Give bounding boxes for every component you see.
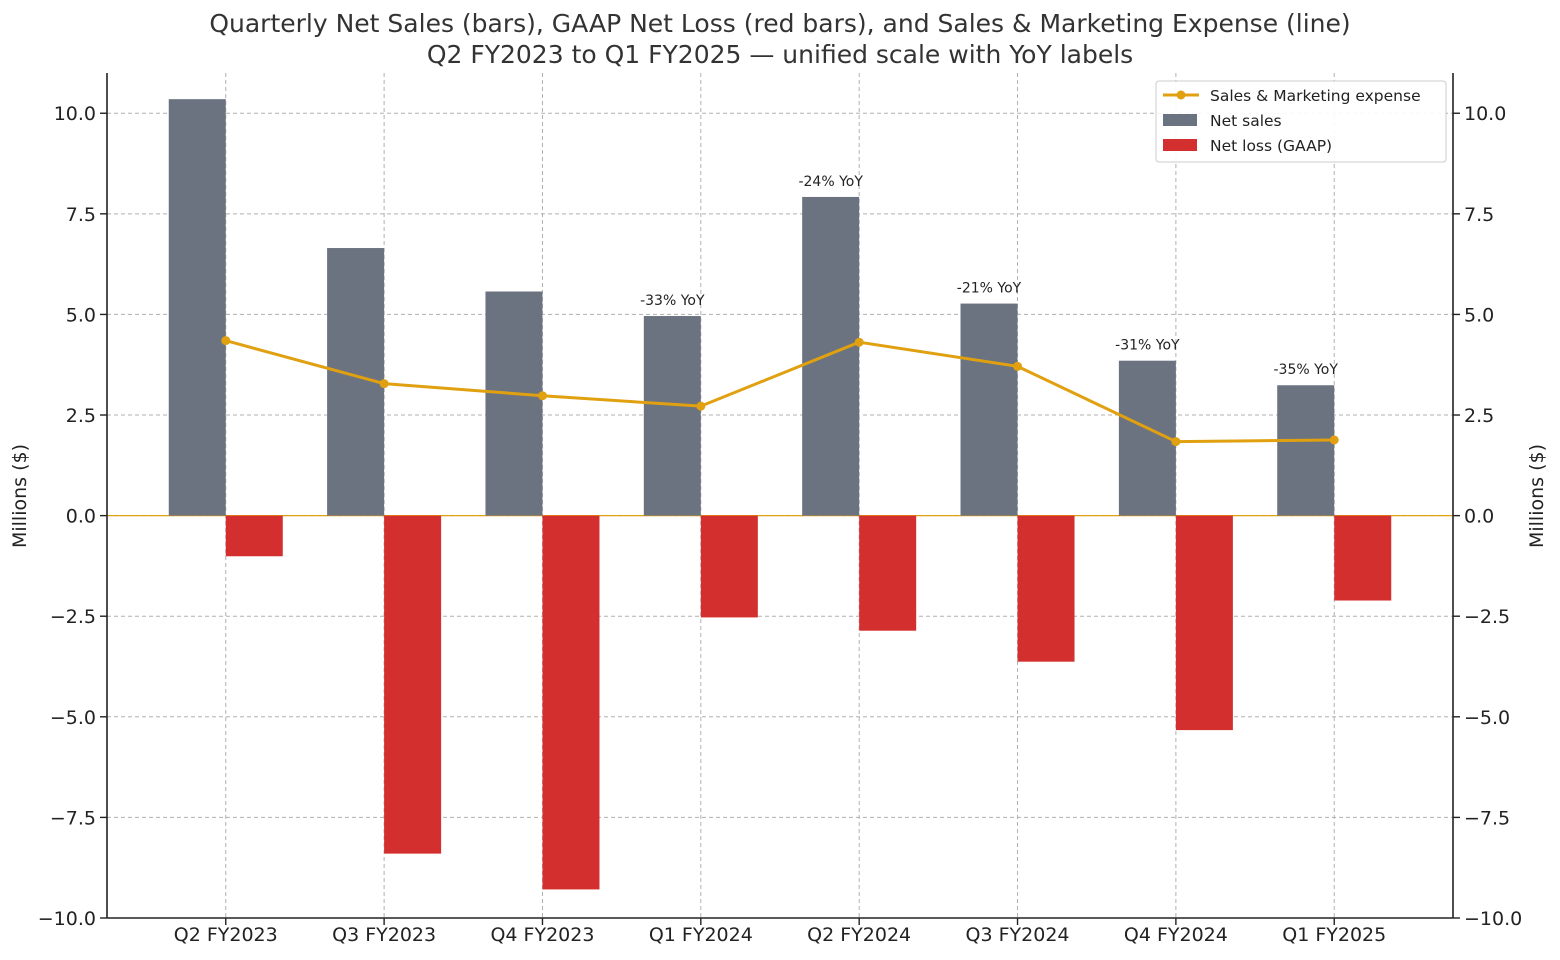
sales-marketing-point [379,379,389,389]
y-tick-label-left: 5.0 [66,304,96,326]
sales-marketing-point [1013,361,1023,371]
x-tick-label: Q2 FY2023 [174,924,278,946]
net-loss-bar [1017,515,1075,662]
x-tick-label: Q3 FY2024 [966,924,1070,946]
net-loss-bar [225,515,283,557]
y-axis-label-left: Millions ($) [9,444,31,548]
net-loss-bar [859,515,917,631]
legend-label-net-loss: Net loss (GAAP) [1210,137,1332,155]
sales-marketing-line [225,339,1335,444]
axis-layer: −10.0 −10.0 −7.5 −7.5 −5.0 −5.0 −2.5 −2.5 0.0 0.0… [38,73,1522,946]
legend-marker-sales-marketing [1176,90,1186,100]
x-tick-label: Q2 FY2024 [807,924,911,946]
legend-label-sales-marketing: Sales & Marketing expense [1210,87,1421,105]
y-tick-label-left: −5.0 [50,707,96,729]
x-tick-label: Q4 FY2023 [490,924,594,946]
y-tick-label-left: 10.0 [54,103,96,125]
x-tick-label: Q1 FY2025 [1282,924,1386,946]
y-tick-label-right: −5.0 [1464,707,1510,729]
yoy-label: -35% YoY [1274,362,1339,378]
net-loss-bar [1334,515,1392,601]
sales-marketing-point [1329,435,1339,445]
sales-marketing-point [221,336,231,346]
sales-marketing-point [854,337,864,347]
legend-swatch-net-loss [1163,139,1197,151]
yoy-label: -24% YoY [798,174,863,190]
y-tick-label-right: 0.0 [1464,506,1494,528]
sales-marketing-point [696,401,706,411]
y-tick-label-right: 5.0 [1464,304,1494,326]
y-tick-label-right: 2.5 [1464,405,1494,427]
net-sales-bar [485,291,543,516]
y-tick-label-left: −7.5 [50,807,96,829]
net-loss-bar [1175,515,1233,731]
net-loss-bar [700,515,758,618]
x-tick-label: Q4 FY2024 [1124,924,1228,946]
legend-label-net-sales: Net sales [1210,112,1282,130]
sales-marketing-point [537,391,547,401]
net-sales-bar [168,99,226,516]
sales-marketing-point [1171,437,1181,447]
net-sales-bar [643,316,701,516]
yoy-label: -31% YoY [1115,338,1180,354]
y-tick-label-left: −10.0 [38,908,96,930]
legend-swatch-net-sales [1163,114,1197,126]
chart-title: Quarterly Net Sales (bars), GAAP Net Los… [209,9,1350,38]
net-sales-bar [960,303,1018,516]
y-tick-label-left: 2.5 [66,405,96,427]
x-tick-label: Q1 FY2024 [649,924,753,946]
y-tick-label-left: 0.0 [66,506,96,528]
net-loss-bar [384,515,442,854]
net-sales-bar [802,196,860,516]
y-axis-label-right: Millions ($) [1526,444,1548,548]
grid-layer [107,73,1453,919]
bar-layer [168,99,1392,890]
line-layer [221,336,1339,447]
legend: Sales & Marketing expense Net sales Net … [1155,80,1447,163]
chart-subtitle: Q2 FY2023 to Q1 FY2025 — unified scale w… [427,40,1133,69]
yoy-label: -21% YoY [957,281,1022,297]
label-layer: -33% YoY -24% YoY -21% YoY -31% YoY -35% YoY [640,174,1338,378]
yoy-label: -33% YoY [640,293,705,309]
net-sales-bar [1277,385,1335,516]
y-tick-label-right: 10.0 [1464,103,1506,125]
y-tick-label-right: −10.0 [1464,908,1522,930]
y-tick-label-right: −7.5 [1464,807,1510,829]
x-tick-label: Q3 FY2023 [332,924,436,946]
y-tick-label-right: 7.5 [1464,204,1494,226]
net-loss-bar [542,515,600,890]
y-tick-label-right: −2.5 [1464,606,1510,628]
y-tick-label-left: −2.5 [50,606,96,628]
y-tick-label-left: 7.5 [66,204,96,226]
legend-box [1155,80,1447,163]
